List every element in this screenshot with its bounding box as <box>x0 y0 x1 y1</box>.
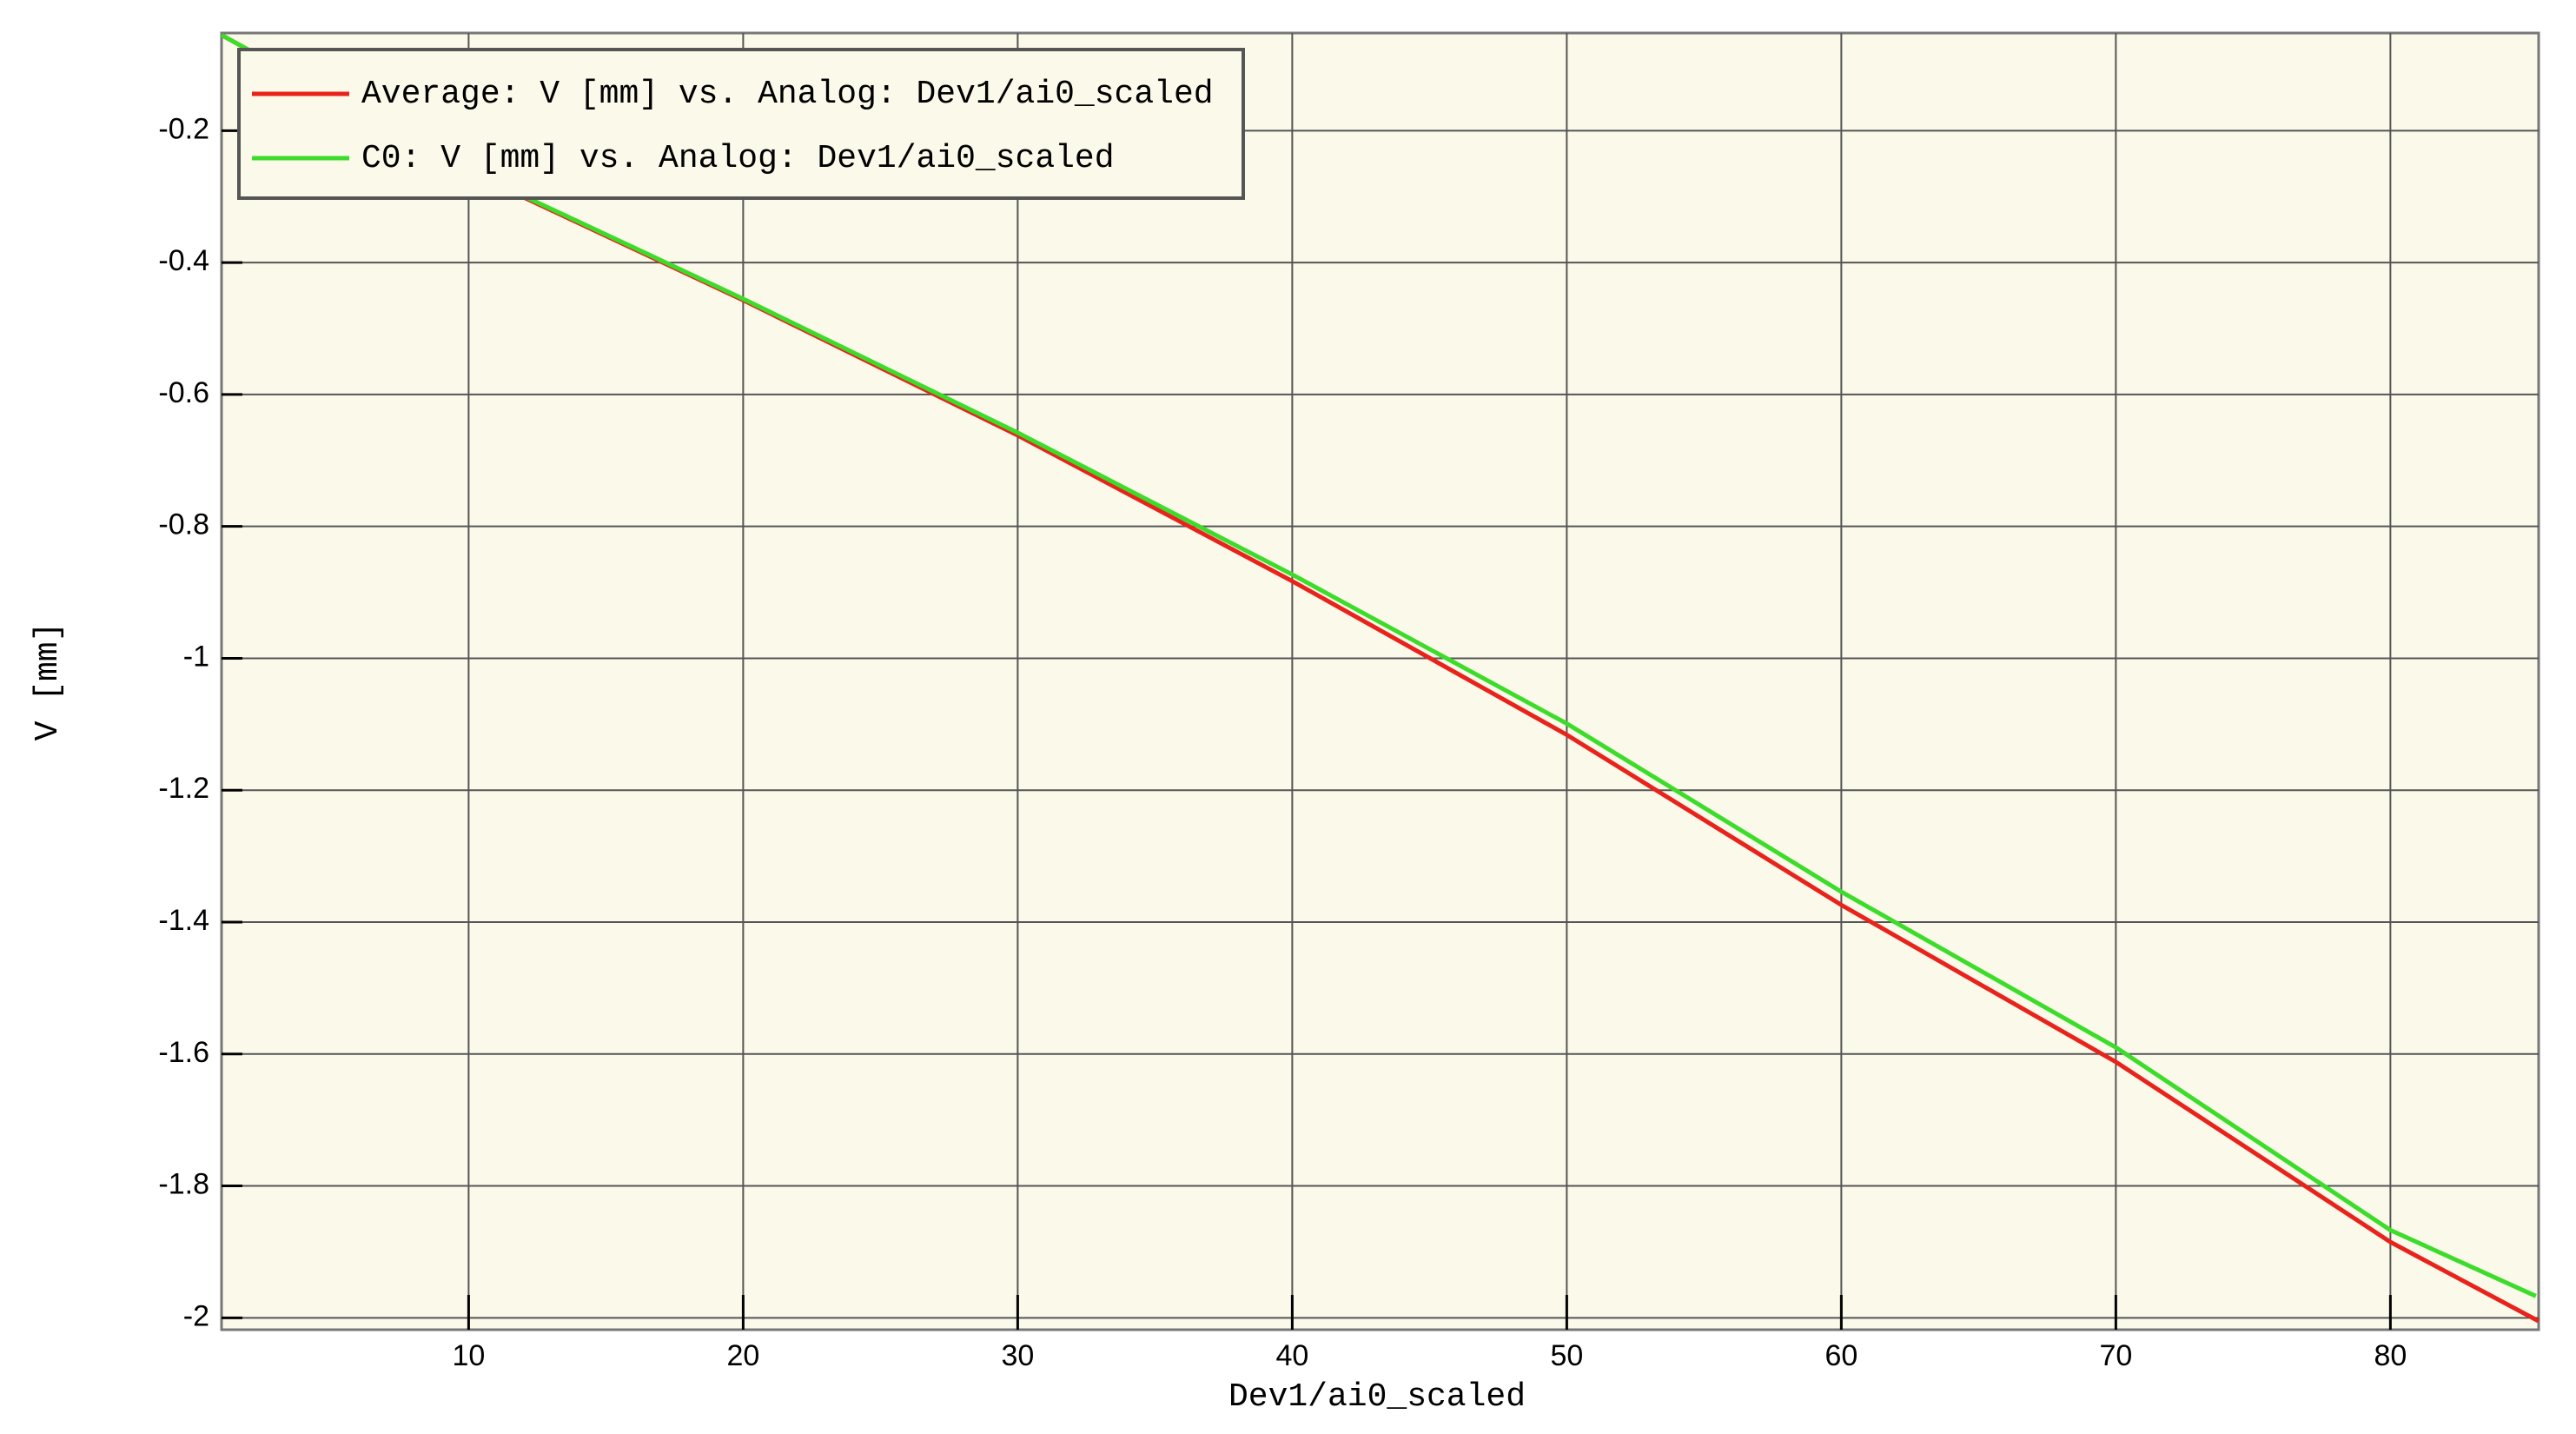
x-tick-label: 30 <box>1001 1339 1034 1372</box>
plot-area <box>220 31 2540 1331</box>
series-line <box>220 33 2537 1298</box>
x-tick-label: 50 <box>1550 1339 1583 1372</box>
y-tick-label: -2 <box>183 1299 209 1332</box>
x-axis-label: Dev1/ai0_scaled <box>1228 1378 1526 1416</box>
legend-box <box>237 48 1245 200</box>
x-tick-label: 70 <box>2099 1339 2132 1372</box>
x-tick-label: 60 <box>1824 1339 1858 1372</box>
y-tick-label: -1.6 <box>158 1036 209 1069</box>
y-axis-label: V [mm] <box>30 622 67 741</box>
x-tick-label: 80 <box>2374 1339 2407 1372</box>
y-tick-label: -1 <box>183 640 209 673</box>
y-tick-label: -0.2 <box>158 112 209 145</box>
legend: Average: V [mm] vs. Analog: Dev1/ai0_sca… <box>237 48 1245 200</box>
y-tick-label: -1.8 <box>158 1168 209 1201</box>
y-tick-label: -1.2 <box>158 772 209 805</box>
legend-label: C0: V [mm] vs. Analog: Dev1/ai0_scaled <box>361 140 1115 177</box>
x-tick-label: 20 <box>726 1339 759 1372</box>
lines <box>220 33 2540 1324</box>
y-tick-label: -1.4 <box>158 904 209 937</box>
grid: -0.2 -0.4 -0.6 -0.8 -1 -1.2 -1.4 -1.6 -1.8 -2 10 20… <box>158 33 2539 1372</box>
y-tick-label: -0.8 <box>158 508 209 541</box>
y-tick-label: -0.4 <box>158 244 209 277</box>
x-tick-label: 10 <box>452 1339 485 1372</box>
legend-label: Average: V [mm] vs. Analog: Dev1/ai0_sca… <box>361 76 1214 113</box>
x-tick-label: 40 <box>1275 1339 1308 1372</box>
y-tick-label: -0.6 <box>158 376 209 409</box>
